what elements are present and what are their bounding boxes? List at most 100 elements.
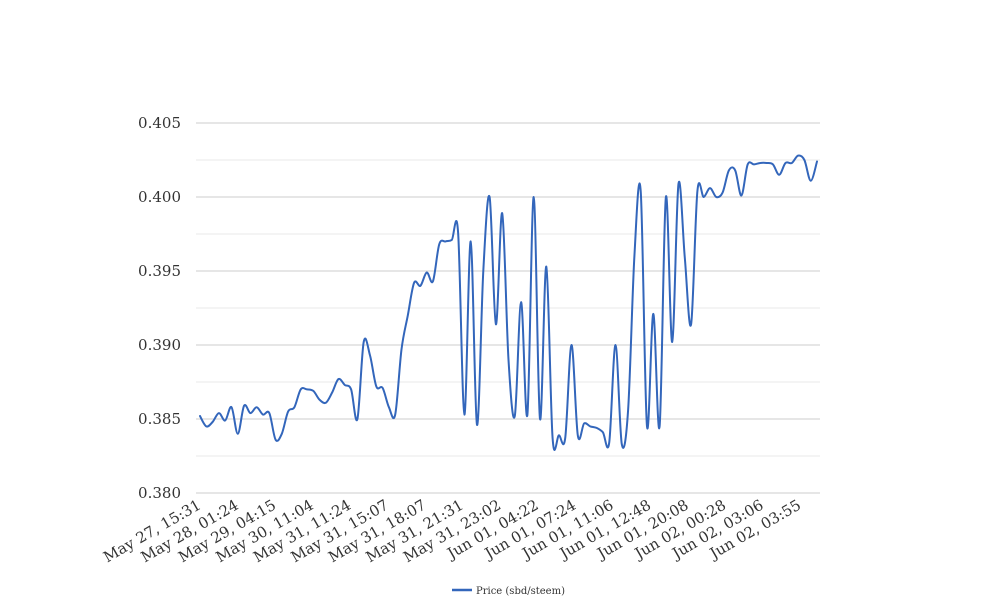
data-point bbox=[753, 163, 755, 165]
data-point bbox=[300, 388, 302, 390]
data-point bbox=[407, 314, 409, 316]
data-point bbox=[501, 212, 503, 214]
data-point bbox=[583, 422, 585, 424]
data-point bbox=[533, 196, 535, 198]
data-point bbox=[281, 433, 283, 435]
price-series-line bbox=[199, 154, 818, 451]
data-point bbox=[552, 437, 554, 439]
data-point bbox=[596, 427, 598, 429]
data-point bbox=[401, 348, 403, 350]
data-point bbox=[338, 378, 340, 380]
data-point bbox=[495, 323, 497, 325]
data-point bbox=[438, 243, 440, 245]
data-point bbox=[520, 301, 522, 303]
data-point bbox=[388, 406, 390, 408]
data-point bbox=[249, 412, 251, 414]
data-point bbox=[325, 402, 327, 404]
data-point bbox=[571, 344, 573, 346]
data-point bbox=[791, 162, 793, 164]
data-point bbox=[715, 196, 717, 198]
data-point bbox=[419, 285, 421, 287]
data-point bbox=[306, 388, 308, 390]
data-point bbox=[678, 183, 680, 185]
data-point bbox=[652, 313, 654, 315]
data-point bbox=[432, 280, 434, 282]
data-point bbox=[640, 190, 642, 192]
data-point bbox=[369, 354, 371, 356]
data-point bbox=[463, 414, 465, 416]
data-point bbox=[766, 162, 768, 164]
data-point bbox=[205, 425, 207, 427]
data-point bbox=[508, 359, 510, 361]
data-point bbox=[237, 433, 239, 435]
data-point bbox=[514, 415, 516, 417]
data-point bbox=[545, 266, 547, 268]
data-point bbox=[810, 180, 812, 182]
data-point bbox=[684, 257, 686, 259]
data-point bbox=[331, 391, 333, 393]
data-point bbox=[772, 163, 774, 165]
data-point bbox=[558, 434, 560, 436]
data-point bbox=[778, 174, 780, 176]
data-point bbox=[803, 159, 805, 161]
data-point bbox=[394, 414, 396, 416]
data-point bbox=[608, 442, 610, 444]
data-point bbox=[659, 425, 661, 427]
data-point bbox=[797, 155, 799, 157]
data-point bbox=[262, 414, 264, 416]
data-point bbox=[470, 240, 472, 242]
data-point bbox=[476, 424, 478, 426]
data-point bbox=[350, 388, 352, 390]
data-point bbox=[382, 387, 384, 389]
data-points bbox=[199, 155, 818, 446]
data-point bbox=[734, 169, 736, 171]
data-point bbox=[451, 239, 453, 241]
data-point bbox=[759, 162, 761, 164]
data-point bbox=[564, 437, 566, 439]
data-point bbox=[785, 162, 787, 164]
y-tick-label: 0.405 bbox=[138, 114, 181, 132]
y-tick-label: 0.380 bbox=[138, 484, 181, 502]
data-point bbox=[722, 192, 724, 194]
data-point bbox=[243, 405, 245, 407]
data-point bbox=[287, 411, 289, 413]
data-point bbox=[212, 421, 214, 423]
data-point bbox=[747, 163, 749, 165]
data-point bbox=[312, 390, 314, 392]
data-point bbox=[363, 341, 365, 343]
data-point bbox=[690, 323, 692, 325]
data-point bbox=[615, 344, 617, 346]
data-point bbox=[445, 240, 447, 242]
data-point bbox=[602, 431, 604, 433]
data-point bbox=[199, 415, 201, 417]
data-point bbox=[344, 384, 346, 386]
data-point bbox=[709, 187, 711, 189]
data-point bbox=[816, 161, 818, 163]
data-point bbox=[589, 425, 591, 427]
data-point bbox=[482, 270, 484, 272]
data-point bbox=[526, 414, 528, 416]
data-point bbox=[457, 232, 459, 234]
data-point bbox=[627, 409, 629, 411]
data-point bbox=[489, 196, 491, 198]
data-point bbox=[633, 255, 635, 257]
data-point bbox=[703, 196, 705, 198]
data-point bbox=[671, 341, 673, 343]
data-point bbox=[293, 406, 295, 408]
y-tick-label: 0.390 bbox=[138, 336, 181, 354]
data-point bbox=[696, 190, 698, 192]
data-point bbox=[231, 406, 233, 408]
y-axis-ticks: 0.380 0.385 0.390 0.395 0.400 0.405 bbox=[138, 114, 181, 502]
data-point bbox=[413, 282, 415, 284]
data-point bbox=[646, 425, 648, 427]
data-point bbox=[728, 169, 730, 171]
data-point bbox=[356, 418, 358, 420]
legend-label-price: Price (sbd/steem) bbox=[476, 586, 565, 597]
data-point bbox=[375, 385, 377, 387]
legend: Price (sbd/steem) bbox=[452, 586, 565, 597]
data-point bbox=[665, 196, 667, 198]
y-tick-label: 0.395 bbox=[138, 262, 181, 280]
data-point bbox=[268, 412, 270, 414]
